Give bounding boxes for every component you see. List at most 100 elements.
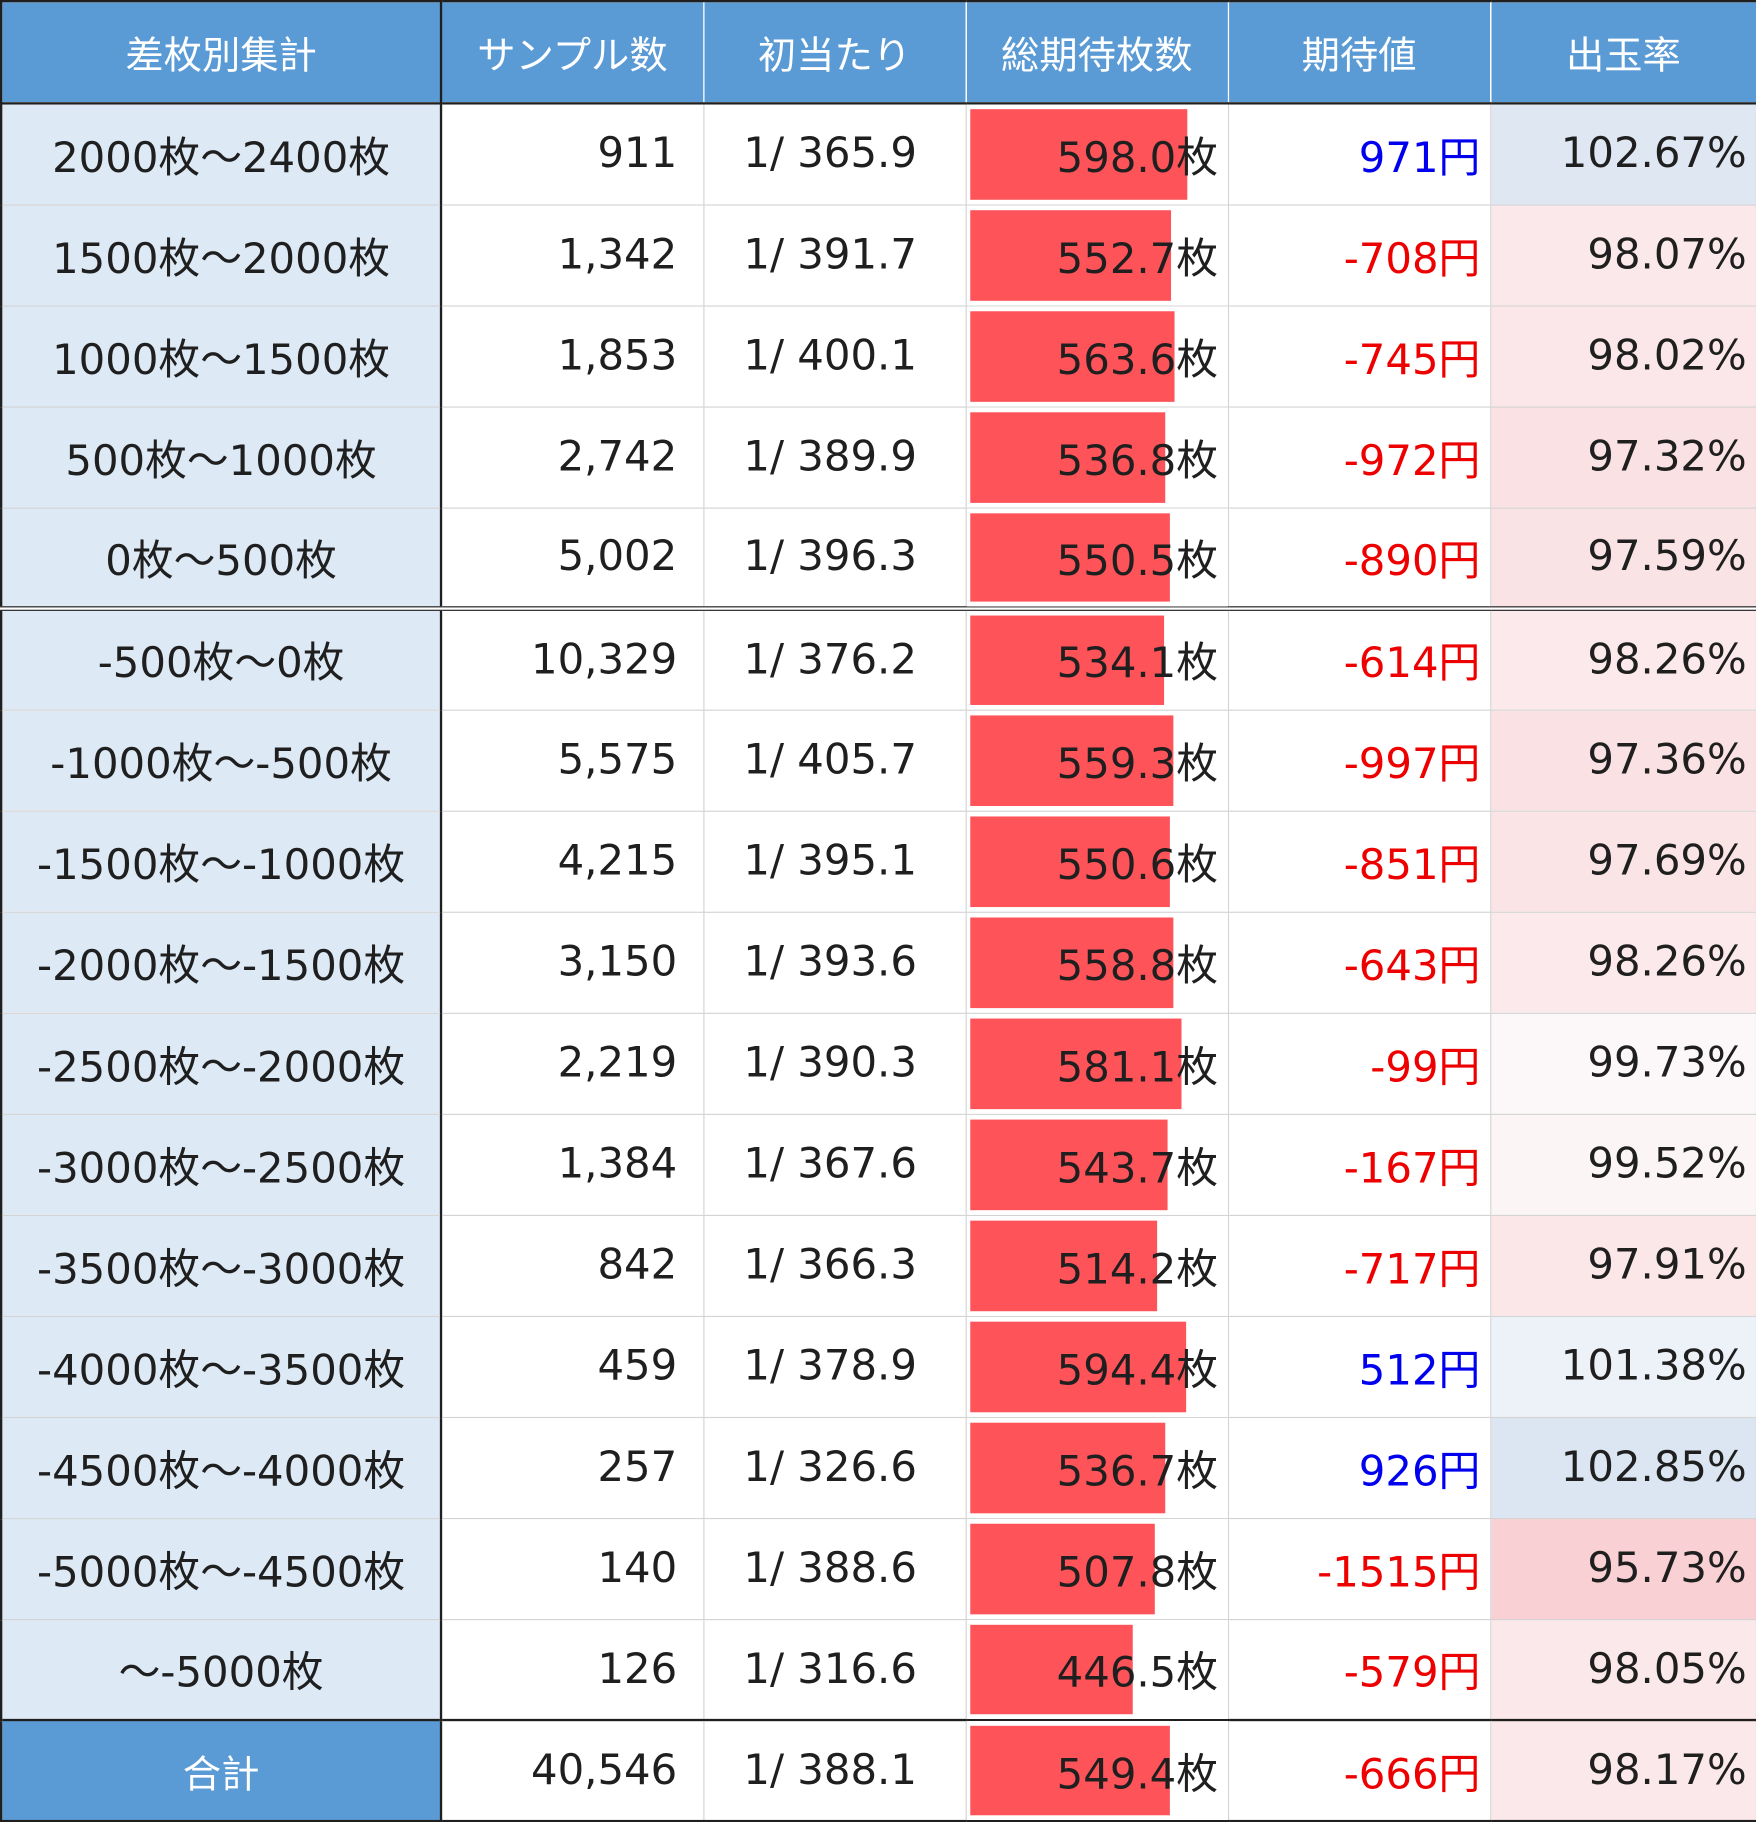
expected-count-cell: 549.4枚 bbox=[965, 1718, 1229, 1822]
first-hit-cell: 1/ 390.3 bbox=[702, 1012, 967, 1115]
expected-value-cell: -666円 bbox=[1227, 1718, 1491, 1822]
first-hit-cell: 1/ 366.3 bbox=[702, 1214, 967, 1317]
samples-cell: 126 bbox=[440, 1618, 704, 1721]
expected-count-cell: 536.8枚 bbox=[965, 405, 1229, 509]
samples-cell: 842 bbox=[440, 1214, 704, 1317]
expected-value-cell: -1515円 bbox=[1227, 1517, 1491, 1620]
expected-count-value: 550.6枚 bbox=[1056, 841, 1219, 890]
expected-value-cell: -745円 bbox=[1227, 304, 1491, 408]
first-hit-cell: 1/ 391.7 bbox=[702, 203, 967, 307]
expected-count-bar bbox=[969, 109, 1188, 200]
category-cell: 2000枚～2400枚 bbox=[0, 102, 443, 205]
expected-count-value: 514.2枚 bbox=[1056, 1245, 1219, 1294]
category-cell: -3500枚～-3000枚 bbox=[0, 1214, 443, 1317]
payout-rate-cell: 98.26% bbox=[1489, 606, 1756, 711]
expected-count-bar bbox=[969, 615, 1165, 705]
expected-count-bar bbox=[969, 815, 1171, 907]
expected-count-cell: 581.1枚 bbox=[965, 1012, 1229, 1115]
table-row: -3500枚～-3000枚 842 1/ 366.3 514.2枚 -717円 97.91… bbox=[0, 1214, 1756, 1317]
header-category: 差枚別集計 bbox=[0, 0, 443, 105]
payout-rate-cell: 98.26% bbox=[1489, 911, 1756, 1014]
expected-count-bar bbox=[969, 1725, 1170, 1816]
payout-rate-cell: 98.07% bbox=[1489, 203, 1756, 307]
category-cell: 1500枚～2000枚 bbox=[0, 203, 443, 307]
expected-count-cell: 543.7枚 bbox=[965, 1113, 1229, 1216]
header-payout-rate: 出玉率 bbox=[1489, 0, 1756, 105]
expected-count-value: 563.6枚 bbox=[1056, 336, 1219, 384]
samples-cell: 257 bbox=[440, 1416, 704, 1519]
first-hit-cell: 1/ 388.1 bbox=[702, 1718, 967, 1822]
table-body: 2000枚～2400枚 911 1/ 365.9 598.0枚 971円 102.67% 1… bbox=[0, 102, 1756, 1822]
expected-count-value: 550.5枚 bbox=[1056, 537, 1219, 586]
expected-count-value: 446.5枚 bbox=[1056, 1649, 1219, 1698]
samples-cell: 1,384 bbox=[440, 1113, 704, 1216]
table-row: 500枚～1000枚 2,742 1/ 389.9 536.8枚 -972円 97.32% bbox=[0, 405, 1756, 509]
expected-count-cell: 514.2枚 bbox=[965, 1214, 1229, 1317]
table-row: ～-5000枚 126 1/ 316.6 446.5枚 -579円 98.05% bbox=[0, 1618, 1756, 1721]
table-row: -4000枚～-3500枚 459 1/ 378.9 594.4枚 512円 101.38… bbox=[0, 1315, 1756, 1418]
expected-count-cell: 507.8枚 bbox=[965, 1517, 1229, 1620]
category-cell: -5000枚～-4500枚 bbox=[0, 1517, 443, 1620]
category-cell: -1000枚～-500枚 bbox=[0, 709, 443, 812]
table-row: -4500枚～-4000枚 257 1/ 326.6 536.7枚 926円 102.85… bbox=[0, 1416, 1756, 1519]
expected-count-bar bbox=[969, 209, 1171, 301]
expected-count-value: 581.1枚 bbox=[1056, 1043, 1219, 1092]
table-row: -3000枚～-2500枚 1,384 1/ 367.6 543.7枚 -167円 99.… bbox=[0, 1113, 1756, 1216]
header-expected-count: 総期待枚数 bbox=[965, 0, 1229, 105]
payout-rate-cell: 98.02% bbox=[1489, 304, 1756, 408]
payout-rate-cell: 97.36% bbox=[1489, 709, 1756, 812]
expected-count-bar bbox=[969, 1017, 1182, 1109]
category-cell: 500枚～1000枚 bbox=[0, 405, 443, 509]
table-row: 0枚～500枚 5,002 1/ 396.3 550.5枚 -890円 97.59% bbox=[0, 506, 1756, 610]
header-row: 差枚別集計 サンプル数 初当たり 総期待枚数 期待値 出玉率 bbox=[0, 0, 1756, 105]
expected-count-cell: 552.7枚 bbox=[965, 203, 1229, 307]
payout-rate-cell: 99.73% bbox=[1489, 1012, 1756, 1115]
samples-cell: 3,150 bbox=[440, 911, 704, 1014]
expected-count-cell: 550.5枚 bbox=[965, 506, 1229, 610]
category-cell: -4000枚～-3500枚 bbox=[0, 1315, 443, 1418]
first-hit-cell: 1/ 393.6 bbox=[702, 911, 967, 1014]
samples-cell: 40,546 bbox=[440, 1718, 704, 1822]
samples-cell: 911 bbox=[440, 102, 704, 205]
header-first-hit: 初当たり bbox=[702, 0, 967, 105]
expected-value-cell: -167円 bbox=[1227, 1113, 1491, 1216]
expected-value-cell: -643円 bbox=[1227, 911, 1491, 1014]
samples-cell: 2,742 bbox=[440, 405, 704, 509]
table-row: -5000枚～-4500枚 140 1/ 388.6 507.8枚 -1515円 95.7… bbox=[0, 1517, 1756, 1620]
expected-value-cell: -99円 bbox=[1227, 1012, 1491, 1115]
expected-count-value: 536.7枚 bbox=[1056, 1447, 1219, 1496]
expected-count-cell: 598.0枚 bbox=[965, 102, 1229, 205]
expected-count-bar bbox=[969, 1523, 1155, 1614]
samples-cell: 4,215 bbox=[440, 810, 704, 913]
expected-count-value: 558.8枚 bbox=[1056, 942, 1219, 991]
expected-count-value: 552.7枚 bbox=[1056, 235, 1219, 283]
payout-rate-cell: 102.67% bbox=[1489, 102, 1756, 205]
expected-value-cell: -997円 bbox=[1227, 709, 1491, 812]
expected-count-value: 536.8枚 bbox=[1056, 437, 1219, 485]
expected-value-cell: -579円 bbox=[1227, 1618, 1491, 1721]
expected-count-cell: 558.8枚 bbox=[965, 911, 1229, 1014]
payout-rate-cell: 101.38% bbox=[1489, 1315, 1756, 1418]
expected-value-cell: 971円 bbox=[1227, 102, 1491, 205]
samples-cell: 140 bbox=[440, 1517, 704, 1620]
expected-count-value: 559.3枚 bbox=[1056, 740, 1219, 789]
payout-rate-cell: 98.17% bbox=[1489, 1718, 1756, 1822]
table-row: 1000枚～1500枚 1,853 1/ 400.1 563.6枚 -745円 98.02… bbox=[0, 304, 1756, 408]
expected-count-bar bbox=[969, 512, 1171, 602]
expected-value-cell: -717円 bbox=[1227, 1214, 1491, 1317]
payout-rate-cell: 97.69% bbox=[1489, 810, 1756, 913]
payout-rate-cell: 98.05% bbox=[1489, 1618, 1756, 1721]
first-hit-cell: 1/ 367.6 bbox=[702, 1113, 967, 1216]
table-row: 2000枚～2400枚 911 1/ 365.9 598.0枚 971円 102.67% bbox=[0, 102, 1756, 205]
expected-count-bar bbox=[969, 1321, 1187, 1412]
expected-count-bar bbox=[969, 714, 1174, 806]
category-cell: 0枚～500枚 bbox=[0, 506, 443, 610]
table-row: -2000枚～-1500枚 3,150 1/ 393.6 558.8枚 -643円 98.… bbox=[0, 911, 1756, 1014]
payout-rate-cell: 102.85% bbox=[1489, 1416, 1756, 1519]
expected-count-cell: 594.4枚 bbox=[965, 1315, 1229, 1418]
samples-cell: 2,219 bbox=[440, 1012, 704, 1115]
first-hit-cell: 1/ 396.3 bbox=[702, 506, 967, 610]
category-cell: -2000枚～-1500枚 bbox=[0, 911, 443, 1014]
